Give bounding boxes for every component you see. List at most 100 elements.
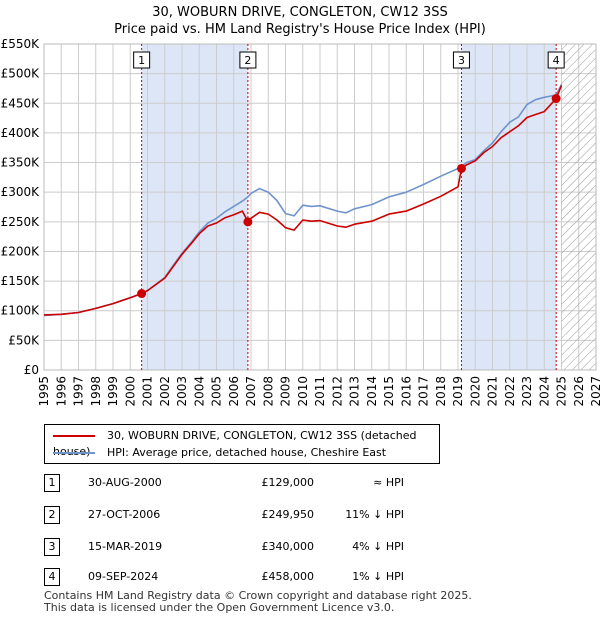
grid [43,43,597,371]
sale-hpi-comparison: 11% ↓ HPI [345,508,404,521]
y-tick-label: £400K [1,126,41,140]
sale-hpi-comparison: 4% ↓ HPI [352,540,404,553]
x-tick-label: 1999 [106,376,120,407]
x-tick-label: 2013 [348,376,362,407]
x-tick-label: 2002 [158,376,172,407]
x-tick-label: 2017 [417,376,431,407]
x-tick-label: 2025 [555,376,569,407]
y-tick-label: £0 [24,363,39,377]
shaded-period [141,44,248,370]
chart-title: 30, WOBURN DRIVE, CONGLETON, CW12 3SS [152,5,448,20]
y-tick-label: £100K [1,304,41,318]
y-tick-label: £450K [1,96,41,110]
sale-price: £340,000 [261,540,315,553]
sale-price: £249,950 [261,508,315,521]
x-tick-label: 1996 [54,376,68,407]
y-tick-label: £200K [1,244,41,258]
legend-label-property: 30, WOBURN DRIVE, CONGLETON, CW12 3SS (d… [53,429,417,458]
sale-label-text: 3 [458,54,465,67]
x-tick-label: 2000 [123,376,137,407]
price-chart: 1 2 3 4 £0 £50K £100K £150K £200K £250K £300K £350… [1,37,600,407]
x-tick-label: 1997 [72,376,86,407]
sale-number-badge: 4 [44,568,60,586]
x-tick-label: 2024 [537,376,551,407]
series-lines [43,83,563,317]
shaded-periods [141,44,557,370]
sale-date: 15-MAR-2019 [88,540,163,553]
x-tick-label: 2021 [486,376,500,407]
sale-label-box [133,51,151,69]
x-tick-label: 2027 [589,376,600,407]
legend-label-hpi: HPI: Average price, detached house, Ches… [107,446,387,459]
footer-copyright: Contains HM Land Registry data © Crown c… [44,589,472,602]
legend-swatch-hpi [53,452,95,454]
sale-label-box [452,51,470,69]
y-tick-label: £250K [1,215,41,229]
sale-hpi-comparison: 1% ↓ HPI [352,570,404,583]
sale-point [551,94,561,104]
x-tick-label: 2005 [210,376,224,407]
chart-title-block: 30, WOBURN DRIVE, CONGLETON, CW12 3SS Pr… [0,4,600,38]
x-tick-label: 2010 [296,376,310,407]
x-tick-label: 1998 [89,376,103,407]
sale-label-text: 1 [138,54,145,67]
sale-point [137,289,147,299]
y-tick-label: £50K [8,333,40,347]
sale-label-text: 4 [553,54,560,67]
legend-swatch-property [53,435,95,437]
table-row: 3 15-MAR-2019 £340,000 4% ↓ HPI [44,538,564,556]
sale-point [456,163,466,173]
sale-price: £129,000 [261,476,315,489]
x-tick-label: 2001 [141,376,155,407]
table-row: 2 27-OCT-2006 £249,950 11% ↓ HPI [44,506,564,524]
sale-label-box [239,51,257,69]
table-row: 1 30-AUG-2000 £129,000 ≈ HPI [44,474,564,492]
x-tick-label: 2022 [503,376,517,407]
x-tick-label: 2006 [227,376,241,407]
x-tick-label: 2026 [572,376,586,407]
sale-number-badge: 1 [44,474,60,492]
sale-price: £458,000 [261,570,315,583]
forecast-hatch-area [561,44,596,370]
x-tick-label: 1995 [37,376,51,407]
forecast-hatch [561,44,596,370]
legend-item-property: 30, WOBURN DRIVE, CONGLETON, CW12 3SS (d… [53,428,439,458]
plot-frame [43,43,597,371]
x-tick-label: 2014 [365,376,379,407]
x-tick-label: 2019 [451,376,465,407]
sale-number-badge: 3 [44,538,60,556]
sale-markers: 1 2 3 4 [133,51,565,299]
legend-item-hpi: HPI: Average price, detached house, Ches… [53,445,386,461]
y-tick-label: £300K [1,185,41,199]
x-tick-label: 2007 [244,376,258,407]
footer: Contains HM Land Registry data © Crown c… [44,590,472,614]
x-tick-label: 2008 [261,376,275,407]
table-row: 4 09-SEP-2024 £458,000 1% ↓ HPI [44,568,564,586]
tick-labels: £0 £50K £100K £150K £200K £250K £300K £350K £400… [1,37,600,407]
y-tick-label: £550K [1,37,41,51]
sale-number-badge: 2 [44,506,60,524]
y-tick-label: £350K [1,156,41,170]
axes [43,43,597,371]
chart-subtitle: Price paid vs. HM Land Registry's House … [114,22,486,37]
x-tick-label: 2016 [399,376,413,407]
y-tick-label: £500K [1,67,41,81]
x-tick-label: 2018 [434,376,448,407]
x-tick-label: 2011 [313,376,327,407]
sale-date: 09-SEP-2024 [88,570,159,583]
sale-hpi-comparison: ≈ HPI [373,476,404,489]
x-tick-label: 2020 [468,376,482,407]
sale-label-box [547,51,565,69]
sale-date: 30-AUG-2000 [88,476,162,489]
x-tick-label: 2004 [192,376,206,407]
sale-label-text: 2 [244,54,251,67]
series-line [43,85,563,316]
x-tick-label: 2012 [330,376,344,407]
sale-date: 27-OCT-2006 [88,508,161,521]
x-tick-label: 2009 [279,376,293,407]
footer-licence: This data is licensed under the Open Gov… [44,601,395,614]
x-tick-label: 2003 [175,376,189,407]
sale-point [243,217,253,227]
legend: 30, WOBURN DRIVE, CONGLETON, CW12 3SS (d… [44,424,440,464]
y-tick-label: £150K [1,274,41,288]
